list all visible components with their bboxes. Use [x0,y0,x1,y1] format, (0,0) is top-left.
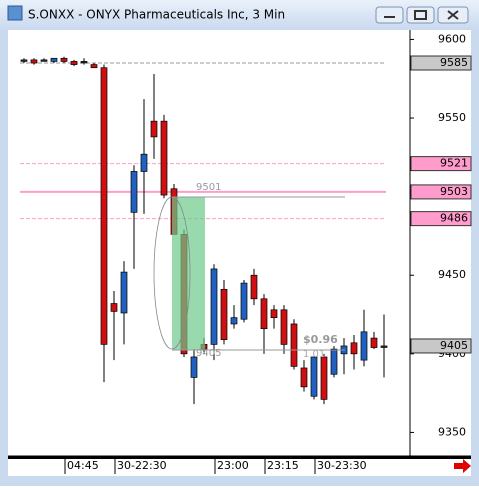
candle-body [190,356,198,378]
price-level-box [410,338,472,354]
candle-body [360,331,368,361]
y-tick-label: 9550 [438,111,466,124]
price-level-label: 9405 [440,339,468,352]
highlight-box [172,197,205,350]
close-icon [447,10,459,20]
candle-body [380,345,388,348]
price-level-label: 9585 [440,56,468,69]
candle-body [50,57,58,62]
candle-body [270,309,278,319]
candle-body [290,323,298,367]
candle-body [260,298,268,330]
x-tick-label: 04:45 [67,459,99,472]
price-level-label: 9521 [440,157,468,170]
candle-body [30,59,38,64]
candle-body [280,309,288,345]
y-tick-label: 9600 [438,32,466,45]
maximize-icon [414,10,427,20]
candle-body [320,356,328,400]
candle-body [250,274,258,300]
candle-body [140,153,148,172]
x-tick-label: 23:15 [267,459,299,472]
maximize-button[interactable] [406,6,435,24]
candle-body [230,317,238,325]
price-level-label: 9486 [440,212,468,225]
annotation: 9405 [196,348,221,359]
chart-panel [8,30,471,476]
candle-body [100,67,108,345]
price-level-box [410,211,472,227]
x-tick-label: 23:00 [217,459,249,472]
candle-body [110,303,118,312]
candle-body [220,289,228,341]
annotation: $0.96 [303,333,338,346]
candle-body [80,61,88,64]
app-icon [7,5,23,21]
minimize-button[interactable] [375,6,404,24]
candle-body [330,348,338,375]
y-tick-label: 9450 [438,268,466,281]
candle-body [40,59,48,62]
y-tick-label: 9350 [438,425,466,438]
x-axis-strip [8,456,471,459]
x-tick-label: 30-22:30 [117,459,167,472]
annotation: 9501 [196,182,221,193]
candle-body [300,367,308,388]
candle-body [60,57,68,62]
price-level-box [410,55,472,71]
price-level-box [410,156,472,172]
candle-body [120,271,128,314]
plot-area: 9350940094509550960004:4530-22:3023:0023… [20,32,472,474]
candle-body [160,120,168,196]
candle-body [210,268,218,345]
scroll-arrow[interactable] [454,459,471,473]
candle-body [310,356,318,397]
x-tick-label: 30-23:30 [317,459,367,472]
candle-body [130,171,138,213]
candle-body [20,59,28,62]
candle-body [90,64,98,69]
window-title: S.ONXX - ONYX Pharmaceuticals Inc, 3 Min [28,8,285,22]
annotation: 1.01 [303,349,325,360]
price-level-label: 9503 [440,185,468,198]
price-level-box [410,184,472,200]
candle-body [350,342,358,355]
candle-body [240,282,248,320]
candle-body [370,337,378,348]
minimize-icon [384,16,395,18]
candle-body [150,120,158,138]
candle-body [70,61,78,65]
